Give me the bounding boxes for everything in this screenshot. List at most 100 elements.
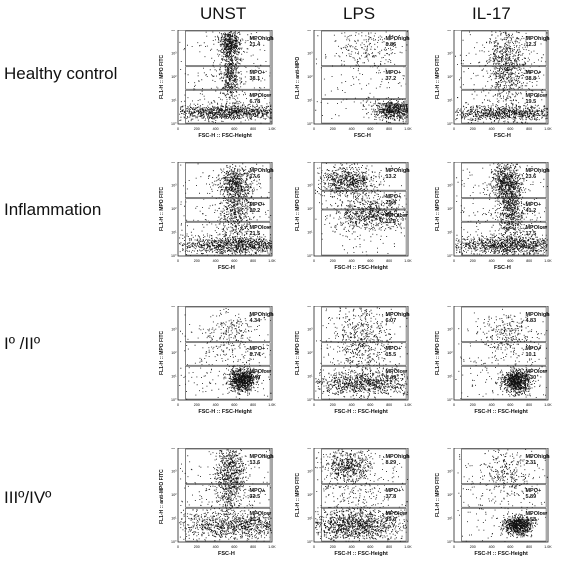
x-tick-label: 400 [489,259,495,263]
x-tick-label: 800 [250,259,256,263]
gate-mpohigh [321,162,407,191]
event-points [315,163,408,256]
y-tick-label: 10³ [171,470,177,474]
gate-label-mpolow: MPOlow 29.6 [385,511,407,523]
gate-label-mpolow: MPOlow 8.49 [385,369,407,381]
x-tick-label: 600 [367,127,373,131]
x-tick-label: 600 [367,403,373,407]
gate-mpolow [321,209,407,256]
gate-label-mpoplus: MPO+ 15.5 [385,346,401,358]
gate-mpohigh [461,306,547,343]
x-axis-label: FSC-H [354,133,371,139]
gate-mpoplus [185,484,271,508]
y-tick-label: 10⁰ [307,398,313,402]
y-tick-label: 10⁴ [447,30,453,32]
gate-name: MPOlow [385,102,408,109]
x-tick-label: 0 [453,545,455,549]
y-tick-label: 10² [447,351,453,355]
x-tick-label: 200 [470,545,476,549]
gate-mpohigh [185,448,271,485]
y-tick-label: 10⁰ [171,254,177,258]
y-tick-label: 10⁴ [307,448,313,450]
gate-value: 37.2 [385,75,397,82]
gate-name: MPOhigh [385,311,410,318]
gate-mpolow [461,221,547,256]
scatter-plot-r2-c2: 0 200 400 600 800 1.0K 10⁰ 10¹ 10² 10³ 10⁴ [447,306,552,407]
y-tick-label: 10¹ [171,99,177,103]
gate-label-mpolow: MPOlow 21.5 [249,225,271,237]
gate-mpohigh [321,30,407,67]
y-tick-label: 10³ [447,184,453,188]
gate-value: 8.74 [249,351,261,358]
y-axis-label: FL1-H :: MPO FITC [159,186,165,232]
y-tick-label: 10³ [171,184,177,188]
x-tick-label: 800 [386,127,392,131]
x-tick-label: 1.0K [404,545,412,549]
y-tick-label: 10² [447,493,453,497]
x-tick-label: 0 [453,259,455,263]
gate-label-mpohigh: MPOhigh 13.6 [249,454,273,466]
scatter-plot-r1-c2: 0 200 400 600 800 1.0K 10⁰ 10¹ 10² 10³ 10⁴ [447,162,552,263]
y-axis-label: FL1-H :: MPO FITC [435,330,441,376]
event-points [179,308,272,400]
gate-name: MPOhigh [385,167,410,174]
scatter-plot-r3-c1: 0 200 400 600 800 1.0K 10⁰ 10¹ 10² 10³ 10⁴ [307,448,412,549]
x-tick-label: 200 [194,127,200,131]
x-tick-label: 200 [470,403,476,407]
event-dots [455,163,548,256]
gate-mpolow [461,507,547,542]
plot-frame [177,306,273,401]
gate-label-mpolow: MPOlow 17.5 [525,225,547,237]
gate-label-mpoplus: MPO+ 33.5 [249,488,265,500]
x-tick-label: 400 [349,545,355,549]
gate-value: 13.6 [249,459,261,466]
gate-value: 21.4 [249,41,261,48]
x-tick-label: 1.0K [404,127,412,131]
gate-label-mpohigh: MPOhigh 13.2 [385,168,409,180]
plot-frame [313,448,409,543]
x-axis-label: FSC-H [218,265,235,271]
gate-label-mpoplus: MPO+ 41.2 [525,202,541,214]
x-tick-label: 1.0K [404,259,412,263]
y-tick-label: 10¹ [447,375,453,379]
gate-mpolow [185,89,271,124]
y-tick-label: 10⁴ [447,162,453,164]
plot-frame [177,30,273,125]
gate-value: 12.3 [525,41,537,48]
x-tick-label: 800 [386,403,392,407]
event-points [455,308,548,400]
gate-name: MPO+ [525,345,542,352]
event-points [179,31,272,124]
x-tick-label: 800 [526,545,532,549]
y-tick-label: 10² [447,75,453,79]
y-tick-label: 10³ [171,52,177,56]
gate-label-mpolow: MPOlow 11.5 [385,213,407,225]
x-tick-label: 400 [489,545,495,549]
x-tick-label: 0 [313,403,315,407]
row-header-0: Healthy control [4,64,118,83]
gate-name: MPOlow [249,369,272,376]
gate-mpoplus [461,342,547,366]
gate-value: 5.89 [525,493,537,500]
x-tick-label: 400 [213,403,219,407]
x-tick-label: 0 [313,259,315,263]
y-tick-label: 10⁰ [171,122,177,126]
gate-mpohigh [185,162,271,199]
gate-name: MPOhigh [249,453,274,460]
x-tick-label: 400 [489,403,495,407]
gate-name: MPOlow [385,511,408,518]
plot-frame [453,30,549,125]
gate-mpohigh [185,306,271,343]
gate-value: 4.83 [525,317,537,324]
gate-label-mpohigh: MPOhigh 8.86 [385,36,409,48]
y-axis-label: FL1-H :: MPO FITC [159,54,165,100]
event-points [315,307,408,400]
plot-frame [177,162,273,257]
y-tick-label: 10⁰ [447,398,453,402]
x-tick-label: 800 [386,545,392,549]
gate-label-mpoplus: MPO+ 8.74 [249,346,265,358]
plot-frame [313,306,409,401]
x-tick-label: 600 [507,545,513,549]
gate-value: 38.8 [525,75,537,82]
gate-label-mpolow: MPOlow 4.49 [249,369,271,381]
